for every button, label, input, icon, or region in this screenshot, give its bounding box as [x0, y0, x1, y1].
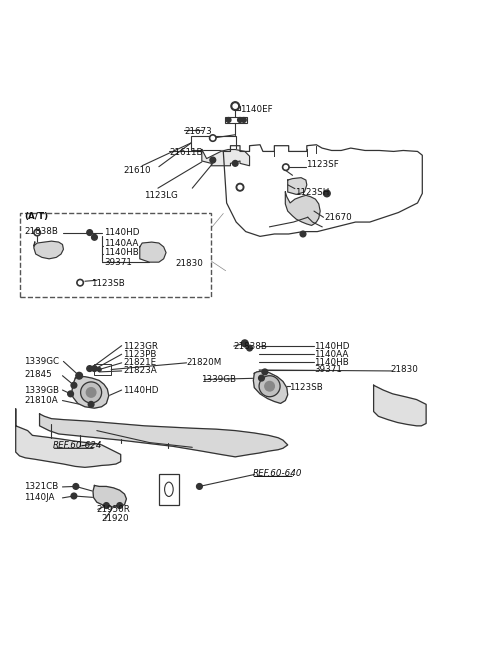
Circle shape — [324, 190, 330, 197]
Text: 21838B: 21838B — [24, 226, 58, 236]
Polygon shape — [34, 241, 63, 259]
Bar — [21, 213, 211, 297]
Text: 1123GR: 1123GR — [123, 342, 158, 351]
Text: 1123PB: 1123PB — [123, 350, 156, 359]
Polygon shape — [39, 414, 288, 457]
Text: 21838B: 21838B — [234, 342, 268, 351]
Text: 1140HB: 1140HB — [314, 358, 348, 367]
Text: REF.60-624: REF.60-624 — [53, 441, 102, 450]
Circle shape — [104, 502, 109, 508]
Circle shape — [71, 382, 77, 388]
Circle shape — [78, 281, 82, 284]
Circle shape — [232, 161, 238, 166]
Text: 1123SB: 1123SB — [91, 279, 125, 287]
Polygon shape — [93, 485, 126, 507]
Text: 21950R: 21950R — [97, 505, 131, 514]
Circle shape — [300, 231, 306, 237]
Circle shape — [238, 185, 242, 189]
Circle shape — [259, 376, 280, 397]
Text: 1140HD: 1140HD — [104, 228, 140, 237]
Text: 1140HB: 1140HB — [104, 248, 139, 257]
Circle shape — [265, 381, 275, 391]
Circle shape — [117, 502, 122, 508]
Circle shape — [231, 102, 240, 110]
Text: 1123LG: 1123LG — [144, 191, 177, 200]
Circle shape — [36, 231, 39, 234]
Text: 39371: 39371 — [104, 258, 132, 266]
Text: 1140HD: 1140HD — [123, 386, 158, 394]
Circle shape — [92, 234, 97, 240]
Bar — [95, 364, 111, 375]
Text: 1339GB: 1339GB — [24, 386, 60, 394]
Text: 1339GB: 1339GB — [201, 375, 236, 384]
Text: 1123SF: 1123SF — [306, 160, 338, 169]
Polygon shape — [140, 242, 166, 262]
Circle shape — [88, 401, 94, 407]
Text: 21823A: 21823A — [123, 367, 157, 375]
Text: 21611B: 21611B — [170, 148, 204, 157]
Circle shape — [236, 184, 244, 191]
Text: 1321CB: 1321CB — [24, 482, 59, 491]
Circle shape — [76, 373, 83, 379]
Circle shape — [92, 365, 97, 371]
Text: (A/T): (A/T) — [24, 213, 48, 221]
Text: 1140EF: 1140EF — [240, 106, 273, 114]
Polygon shape — [202, 150, 250, 166]
Circle shape — [73, 483, 79, 489]
Circle shape — [77, 279, 84, 286]
Circle shape — [68, 391, 73, 397]
Circle shape — [197, 483, 202, 489]
Circle shape — [233, 104, 238, 108]
Bar — [192, 136, 236, 150]
Text: 1140AA: 1140AA — [104, 239, 138, 247]
Circle shape — [211, 136, 215, 140]
Circle shape — [247, 345, 252, 351]
Text: 21670: 21670 — [324, 213, 352, 222]
Polygon shape — [16, 409, 120, 467]
Text: 21810A: 21810A — [24, 396, 58, 405]
Polygon shape — [72, 377, 109, 408]
Text: 21610: 21610 — [123, 166, 151, 175]
Polygon shape — [285, 192, 320, 226]
Text: 21821E: 21821E — [123, 358, 156, 367]
Polygon shape — [253, 371, 288, 403]
Text: 21673: 21673 — [184, 127, 212, 136]
Circle shape — [81, 382, 102, 403]
Text: 1140HD: 1140HD — [314, 342, 349, 351]
Text: 21920: 21920 — [102, 514, 129, 523]
Text: 21830: 21830 — [176, 258, 204, 268]
Text: 1123SH: 1123SH — [295, 188, 330, 197]
Circle shape — [71, 493, 77, 499]
Circle shape — [284, 165, 288, 169]
Circle shape — [87, 230, 93, 236]
Circle shape — [226, 117, 231, 122]
Text: 21830: 21830 — [390, 365, 418, 375]
Circle shape — [241, 117, 246, 122]
Polygon shape — [373, 385, 426, 426]
Circle shape — [282, 164, 289, 171]
Bar — [159, 474, 179, 504]
Circle shape — [241, 340, 248, 346]
Circle shape — [86, 388, 96, 397]
Bar — [225, 117, 247, 123]
Text: 1123SB: 1123SB — [288, 383, 323, 392]
Text: 21845: 21845 — [24, 370, 52, 379]
Text: 1140AA: 1140AA — [314, 350, 348, 359]
Circle shape — [34, 229, 40, 236]
Circle shape — [209, 134, 216, 142]
Text: REF.60-640: REF.60-640 — [253, 469, 302, 478]
Circle shape — [210, 157, 216, 163]
Polygon shape — [288, 178, 307, 194]
Text: 1140JA: 1140JA — [24, 493, 55, 502]
Circle shape — [259, 375, 264, 381]
Text: 39371: 39371 — [314, 365, 342, 375]
Text: 1339GC: 1339GC — [24, 357, 60, 366]
Circle shape — [238, 117, 242, 122]
Circle shape — [262, 369, 268, 375]
Text: 21820M: 21820M — [187, 358, 222, 367]
Circle shape — [97, 367, 101, 371]
Circle shape — [87, 365, 93, 371]
